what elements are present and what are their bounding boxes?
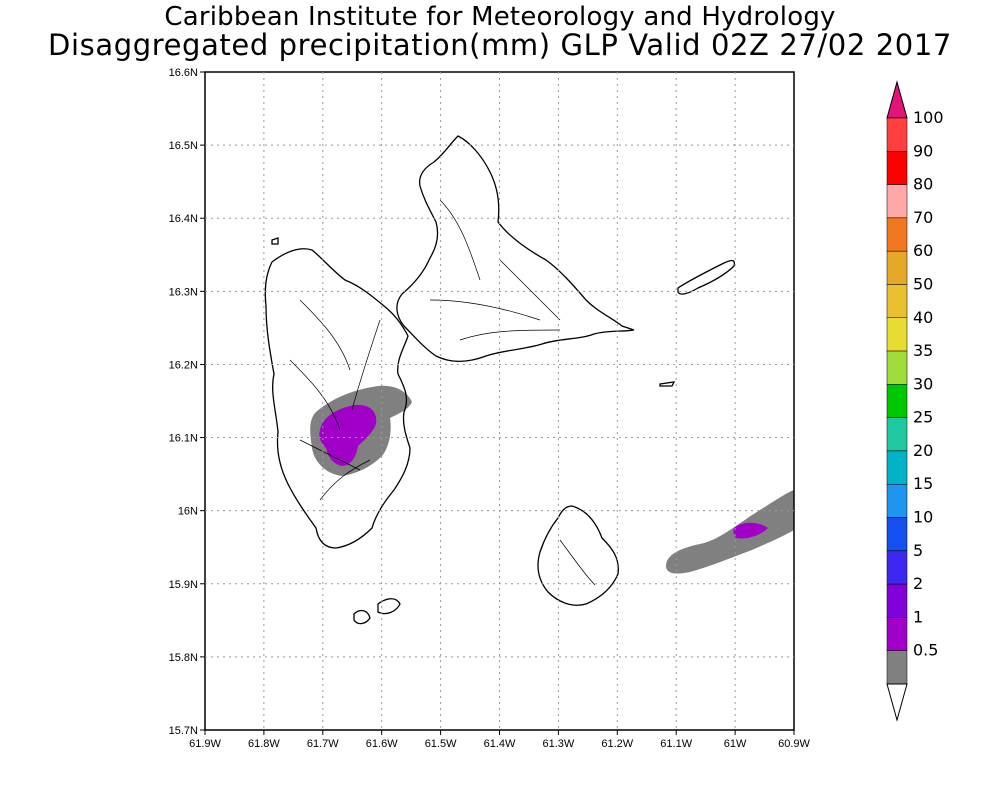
colorbar-swatches xyxy=(886,117,908,685)
colorbar-bottom-arrow xyxy=(886,683,908,722)
y-axis-labels: 16.6N 16.5N 16.4N 16.3N 16.2N 16.1N 16N 15.9N 15… xyxy=(169,67,198,737)
colorbar-label: 0.5 xyxy=(913,641,938,660)
colorbar-label: 50 xyxy=(913,274,933,293)
precip-light-areas xyxy=(310,385,794,574)
x-axis-labels: 61.9W 61.8W 61.7W 61.6W 61.5W 61.4W 61.3W 61.2W… xyxy=(189,738,810,750)
colorbar-label: 10 xyxy=(913,508,933,527)
colorbar-swatch xyxy=(886,117,908,152)
y-tick-label: 16.4N xyxy=(169,213,198,225)
colorbar-swatch xyxy=(886,417,908,452)
colorbar-swatch xyxy=(886,550,908,585)
y-tick-label: 15.7N xyxy=(169,725,198,737)
island-les-saintes xyxy=(353,598,401,625)
x-tick-label: 61.7W xyxy=(307,738,339,750)
colorbar-swatch xyxy=(886,583,908,618)
colorbar-swatch xyxy=(886,350,908,385)
x-tick-label: 61.9W xyxy=(189,738,221,750)
colorbar-swatch xyxy=(886,483,908,518)
islet-ilet-a-kahouanne xyxy=(271,237,279,245)
colorbar-label: 25 xyxy=(913,408,933,427)
colorbar-label: 15 xyxy=(913,474,933,493)
colorbar-top-arrow xyxy=(886,80,908,119)
precip-area-marie-galante-heavy xyxy=(733,522,768,539)
x-tick-label: 61.8W xyxy=(248,738,280,750)
colorbar-label: 20 xyxy=(913,441,933,460)
x-tick-label: 61.1W xyxy=(660,738,692,750)
island-marie-galante xyxy=(537,505,619,606)
precip-heavy-areas xyxy=(319,404,768,539)
basin-boundaries xyxy=(289,199,596,586)
x-tick-label: 61.2W xyxy=(601,738,633,750)
colorbar-label: 1 xyxy=(913,607,923,626)
x-tick-label: 61.5W xyxy=(425,738,457,750)
colorbar-swatch xyxy=(886,450,908,485)
island-basse-terre xyxy=(264,248,411,549)
colorbar-swatch xyxy=(886,650,908,685)
y-tick-label: 16.5N xyxy=(169,140,198,152)
y-tick-label: 15.8N xyxy=(169,652,198,664)
colorbar-label: 2 xyxy=(913,574,923,593)
colorbar-label: 30 xyxy=(913,374,933,393)
colorbar-label: 70 xyxy=(913,208,933,227)
y-tick-label: 16.6N xyxy=(169,67,198,79)
chart-title-product: Disaggregated precipitation(mm) GLP Vali… xyxy=(48,28,952,62)
x-tick-label: 61W xyxy=(724,738,747,750)
colorbar: 100 90 80 70 60 50 40 35 30 25 20 15 10 5 2 1 0.5 xyxy=(886,80,944,722)
colorbar-swatch xyxy=(886,517,908,552)
precip-area-marie-galante-light xyxy=(666,490,794,574)
colorbar-swatch xyxy=(886,217,908,252)
colorbar-label: 40 xyxy=(913,308,933,327)
y-tick-label: 15.9N xyxy=(169,579,198,591)
colorbar-label: 35 xyxy=(913,341,933,360)
graticule xyxy=(205,72,794,730)
x-tick-label: 61.3W xyxy=(543,738,575,750)
precip-area-basse-terre-heavy xyxy=(319,404,377,466)
y-tick-label: 16N xyxy=(178,506,198,518)
land-outlines xyxy=(264,135,736,625)
colorbar-swatch xyxy=(886,250,908,285)
island-la-desirade xyxy=(677,259,736,295)
colorbar-label: 80 xyxy=(913,175,933,194)
axis-ticks xyxy=(200,71,795,735)
colorbar-swatch xyxy=(886,617,908,651)
colorbar-swatch xyxy=(886,184,908,219)
colorbar-label: 60 xyxy=(913,241,933,260)
x-tick-label: 60.9W xyxy=(778,738,810,750)
x-tick-label: 61.4W xyxy=(484,738,516,750)
colorbar-swatch xyxy=(886,384,908,418)
y-tick-label: 16.2N xyxy=(169,359,198,371)
colorbar-label: 100 xyxy=(913,108,944,127)
chart-title-institute: Caribbean Institute for Meteorology and … xyxy=(164,2,836,32)
islet-petite-terre xyxy=(659,381,676,387)
colorbar-swatch xyxy=(886,151,908,185)
colorbar-label: 5 xyxy=(913,541,923,560)
x-tick-label: 61.6W xyxy=(366,738,398,750)
y-tick-label: 16.1N xyxy=(169,433,198,445)
colorbar-swatch xyxy=(886,284,908,319)
colorbar-swatch xyxy=(886,317,908,352)
colorbar-labels: 100 90 80 70 60 50 40 35 30 25 20 15 10 5 2 1 0.5 xyxy=(913,108,944,660)
y-tick-label: 16.3N xyxy=(169,286,198,298)
island-grande-terre xyxy=(396,135,635,362)
colorbar-label: 90 xyxy=(913,141,933,160)
